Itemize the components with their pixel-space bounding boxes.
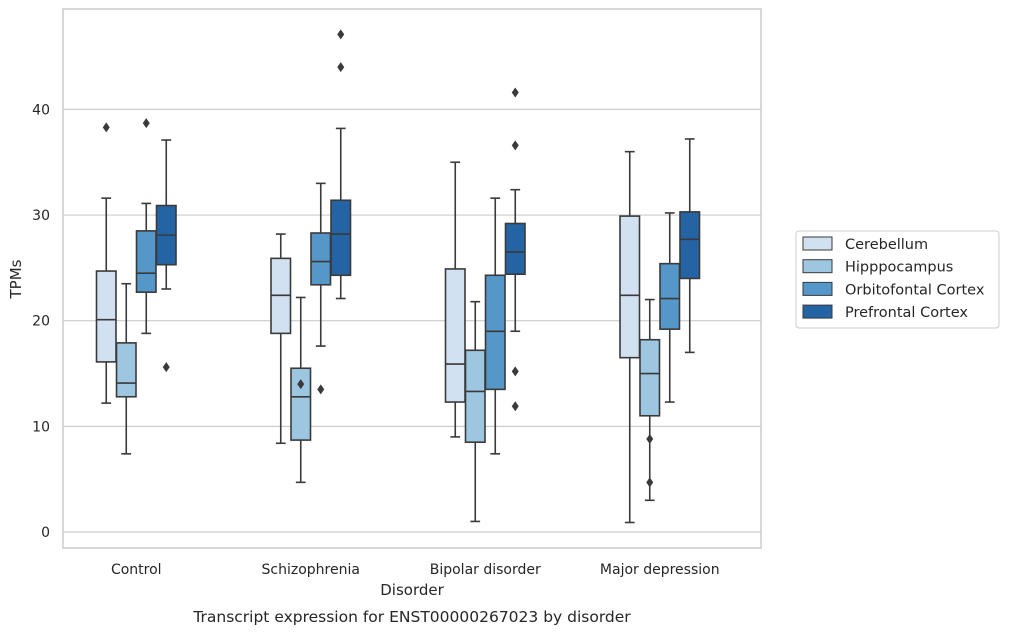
y-tick-label: 10: [32, 419, 50, 435]
box: [444, 268, 466, 403]
box: [310, 232, 332, 286]
box-plot: [659, 212, 681, 403]
legend-label: Orbitofontal Cortex: [845, 282, 985, 298]
y-axis-label: TPMs: [7, 259, 25, 299]
x-axis-ticks: Control Schizophrenia Bipolar disorder Majo…: [111, 562, 720, 578]
legend-swatch: [802, 281, 833, 296]
x-tick-label: Major depression: [600, 562, 720, 578]
plot-area-frame: [62, 8, 762, 549]
y-axis-ticks: 0 10 20 30 40: [32, 102, 50, 541]
y-tick-label: 40: [32, 102, 50, 118]
outlier-point: [511, 401, 519, 412]
box-plot: [464, 300, 486, 523]
outlier-point: [297, 379, 305, 390]
x-tick-label: Bipolar disorder: [430, 562, 541, 578]
box-plot: [135, 118, 157, 335]
legend-frame: [795, 230, 1000, 329]
outlier-point: [511, 140, 519, 151]
series-cerebellum: [95, 122, 641, 524]
outlier-point: [337, 62, 345, 73]
legend-label: Hipppocampus: [845, 260, 953, 276]
chart-caption: Transcript expression for ENST0000026702…: [192, 608, 631, 626]
outlier-point: [646, 477, 654, 488]
box-plot: [115, 282, 137, 455]
outlier-point: [142, 118, 150, 129]
legend-swatch: [802, 304, 833, 319]
x-axis-label: Disorder: [380, 581, 444, 599]
box-plot: [444, 161, 466, 438]
box-plot: [290, 296, 312, 484]
legend-swatch: [802, 259, 833, 274]
box: [659, 262, 681, 330]
series-hipppocampus: [115, 282, 661, 523]
box: [115, 342, 137, 398]
outlier-point: [102, 122, 110, 133]
y-tick-label: 20: [32, 314, 50, 330]
box: [135, 230, 157, 293]
box: [619, 215, 641, 359]
outlier-point: [317, 384, 325, 395]
grid-lines: [63, 108, 761, 533]
box: [464, 349, 486, 443]
outlier-point: [337, 29, 345, 40]
legend: Cerebellum Hipppocampus Orbitofontal Corte…: [795, 230, 1000, 329]
outlier-point: [646, 434, 654, 445]
y-tick-label: 30: [32, 208, 50, 224]
x-tick-label: Schizophrenia: [262, 562, 360, 578]
legend-label: Cerebellum: [845, 237, 928, 253]
box-plot: [330, 29, 352, 300]
outlier-point: [511, 87, 519, 98]
box-plot: [270, 233, 292, 445]
outlier-point: [162, 362, 170, 373]
box-plot: [155, 139, 177, 373]
box-plot: [639, 298, 661, 502]
box-plot: [95, 122, 117, 404]
box-plot: [310, 182, 332, 395]
box: [290, 367, 312, 441]
box: [484, 274, 506, 391]
series-orbitofontal-cortex: [135, 118, 681, 455]
box-series: [95, 29, 701, 524]
box: [504, 222, 526, 276]
box-plot: [619, 150, 641, 524]
box-plot: [679, 138, 701, 354]
series-prefrontal-cortex: [155, 29, 701, 412]
box: [639, 338, 661, 417]
box-plot: [504, 87, 526, 412]
box: [95, 270, 117, 363]
box-plot: [484, 197, 506, 455]
outlier-point: [511, 366, 519, 377]
legend-label: Prefrontal Cortex: [845, 305, 968, 321]
legend-swatch: [802, 236, 833, 251]
x-tick-label: Control: [111, 562, 162, 578]
box: [330, 199, 352, 277]
box: [679, 211, 701, 280]
y-tick-label: 0: [41, 525, 50, 541]
